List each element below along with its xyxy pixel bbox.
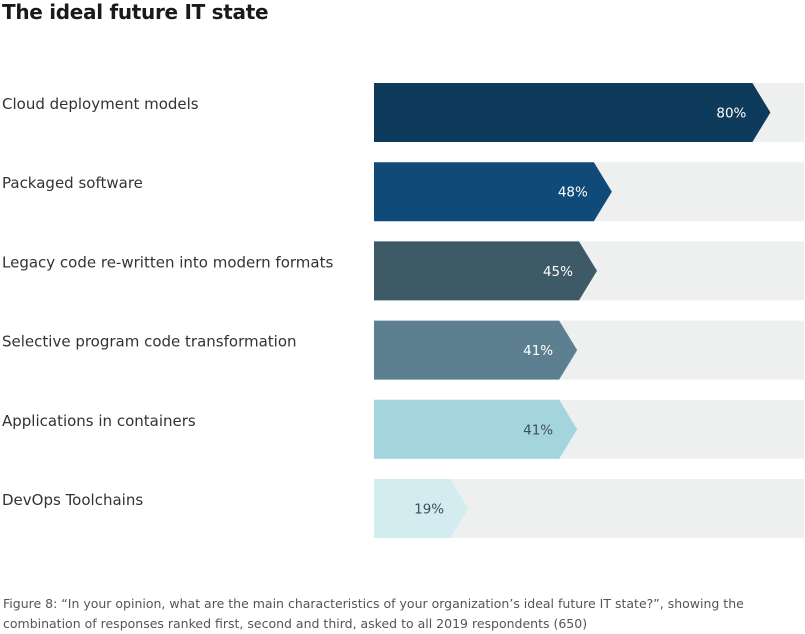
value-label: 19% bbox=[414, 502, 444, 518]
bar bbox=[374, 320, 578, 380]
value-label: 41% bbox=[523, 343, 553, 359]
category-label: Cloud deployment models bbox=[2, 95, 199, 113]
chart-title: The ideal future IT state bbox=[2, 0, 269, 24]
category-label: Selective program code transformation bbox=[2, 333, 297, 351]
value-label: 80% bbox=[716, 106, 746, 122]
figure-caption: Figure 8: “In your opinion, what are the… bbox=[3, 596, 744, 631]
value-label: 48% bbox=[558, 185, 588, 201]
bar bbox=[374, 479, 469, 538]
category-label: Packaged software bbox=[2, 174, 143, 192]
category-label: Legacy code re-written into modern forma… bbox=[2, 253, 333, 271]
bar-chart: Cloud deployment models 80% Packaged softw… bbox=[2, 83, 804, 538]
bar bbox=[374, 241, 597, 301]
bar bbox=[374, 83, 771, 142]
category-label: DevOps Toolchains bbox=[2, 491, 143, 509]
value-label: 41% bbox=[523, 422, 553, 438]
value-label: 45% bbox=[543, 264, 573, 280]
category-label: Applications in containers bbox=[2, 412, 196, 430]
bar bbox=[374, 399, 578, 459]
bar bbox=[374, 162, 612, 222]
